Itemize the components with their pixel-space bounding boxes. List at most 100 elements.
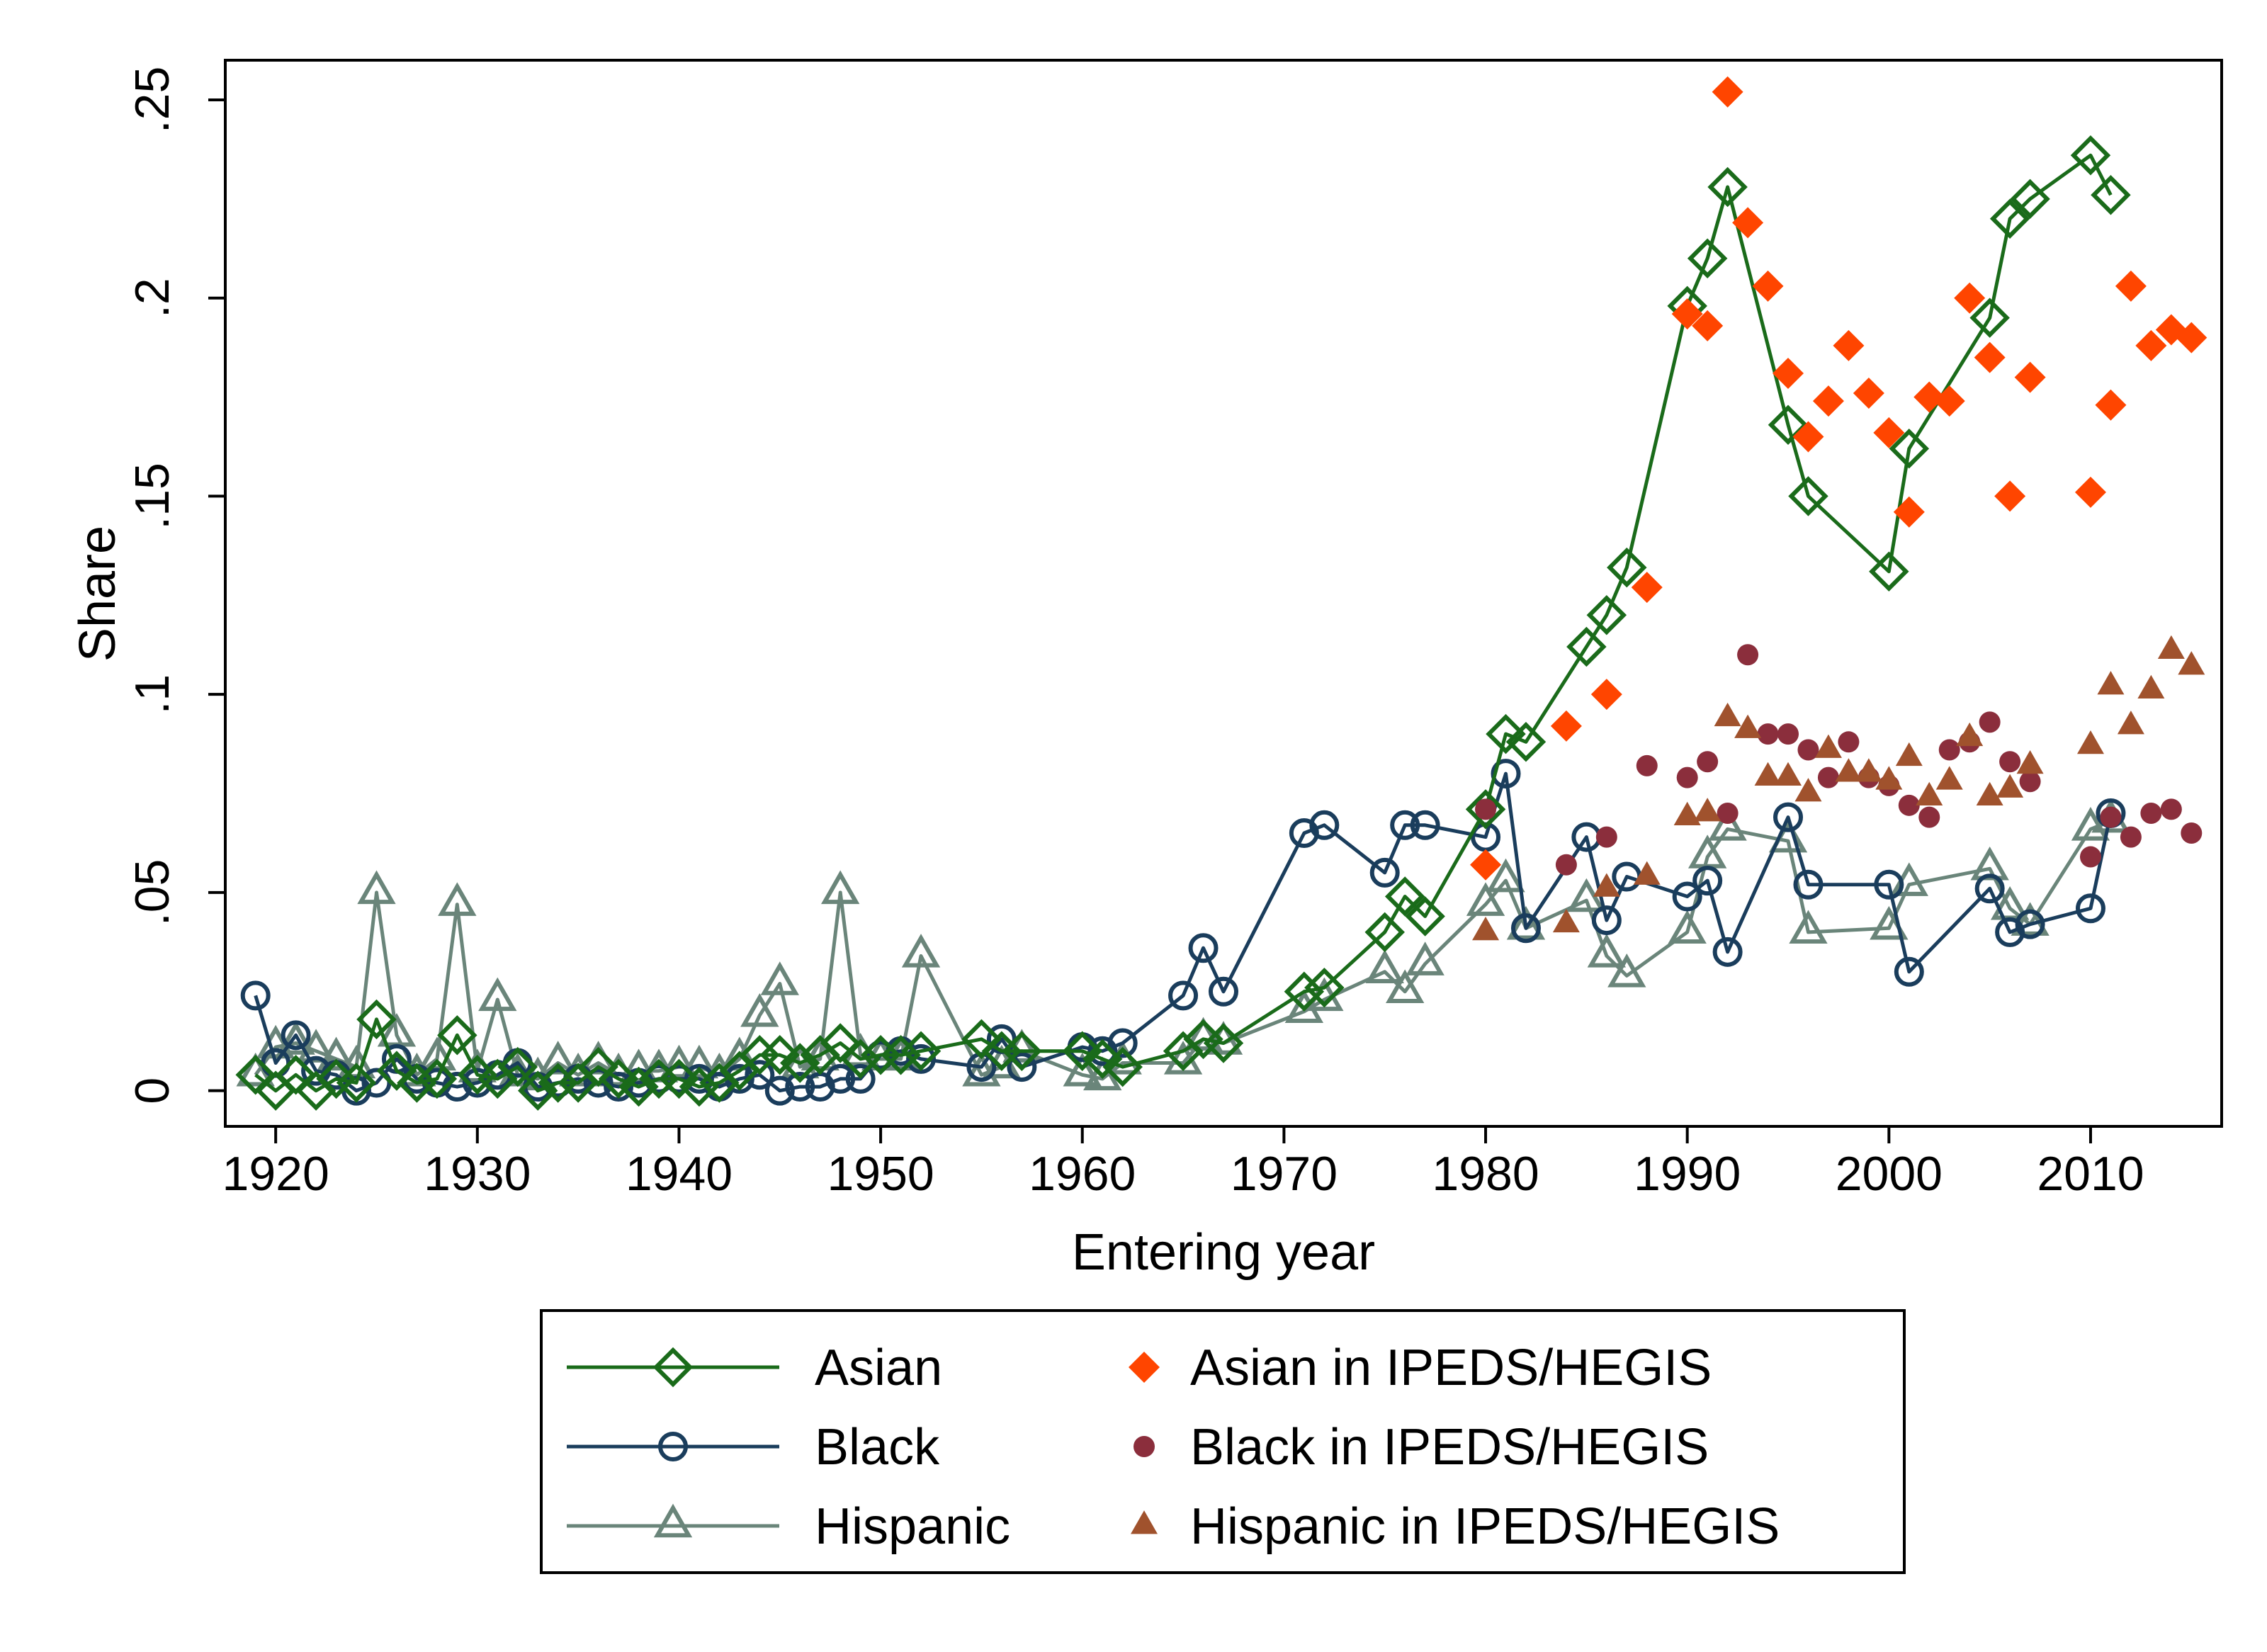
x-tick-label: 1920 [222, 1147, 329, 1201]
data-point [1979, 711, 2001, 733]
data-point [2016, 750, 2044, 774]
x-tick-label: 1960 [1029, 1147, 1136, 1201]
x-tick-label: 2000 [1836, 1147, 1943, 1201]
data-point [1954, 282, 1986, 314]
legend-key-marker [653, 1503, 693, 1538]
plot-frame [224, 59, 2223, 1128]
x-axis-title: Entering year [1072, 1224, 1375, 1281]
data-point [417, 1058, 458, 1099]
data-point [900, 1031, 942, 1071]
data-point [2117, 711, 2144, 735]
data-point [1933, 385, 1965, 417]
data-point [1777, 723, 1799, 745]
data-point [760, 961, 799, 995]
data-point [618, 1066, 659, 1107]
data-point [1506, 905, 1546, 940]
legend-label: Black in IPEDS/HEGIS [1190, 1419, 1709, 1476]
data-point [1466, 882, 1505, 916]
data-point [2074, 476, 2106, 508]
data-point [2079, 846, 2101, 868]
data-point [2014, 361, 2046, 393]
data-point [1889, 429, 1930, 469]
data-point [785, 1072, 815, 1102]
data-point [1555, 854, 1577, 876]
legend-key-marker [658, 1432, 688, 1461]
data-point [1566, 626, 1607, 667]
legend-key-marker [1134, 1436, 1155, 1457]
data-point [357, 870, 396, 905]
data-point [235, 1055, 276, 1095]
data-point [1734, 714, 1762, 738]
data-point [779, 1043, 820, 1083]
x-tick-label: 2010 [2037, 1147, 2144, 1201]
data-point [1472, 917, 1500, 941]
data-point [1712, 937, 1743, 967]
data-point [1486, 713, 1526, 754]
data-point [1793, 869, 1824, 900]
data-point [1364, 912, 1405, 953]
data-point [1184, 1017, 1223, 1051]
data-point [1817, 766, 1839, 788]
legend-item: Hispanic [567, 1498, 1010, 1555]
data-point [1309, 810, 1340, 840]
plot-layer [235, 76, 2207, 1111]
data-point [1835, 758, 1862, 782]
data-point [296, 1029, 336, 1063]
data-point [1714, 702, 1741, 727]
series-black-in-ipeds-hegis [1475, 644, 2203, 876]
data-point [1284, 971, 1325, 1012]
data-point [336, 1063, 377, 1103]
x-tick-label: 1930 [424, 1147, 531, 1201]
legend-label: Asian in IPEDS/HEGIS [1190, 1340, 1712, 1396]
data-point [1405, 896, 1445, 937]
data-point [1898, 794, 1920, 816]
data-point [1994, 480, 2026, 512]
data-point [1550, 710, 1582, 742]
data-point [1465, 789, 1506, 830]
data-point [1633, 861, 1661, 885]
data-point [1969, 298, 2010, 338]
data-point [1792, 421, 1824, 453]
data-point [1673, 801, 1701, 826]
data-point [1833, 329, 1865, 361]
data-point [1676, 766, 1698, 788]
y-tick-label: .05 [125, 859, 179, 927]
data-point [2091, 174, 2131, 215]
data-point [1607, 547, 1647, 588]
data-point [2178, 651, 2205, 675]
data-point [1789, 910, 1828, 944]
legend-item: Black [567, 1419, 940, 1476]
x-tick-label: 1970 [1231, 1147, 1338, 1201]
data-point [2011, 902, 2050, 936]
data-point [740, 992, 779, 1027]
data-point [2097, 671, 2125, 695]
data-point [1794, 778, 1822, 802]
data-point [2075, 893, 2105, 924]
data-point [2120, 826, 2142, 848]
data-point [1410, 810, 1440, 840]
data-point [840, 1039, 881, 1080]
data-point [1595, 826, 1617, 848]
y-tick-label: .1 [125, 674, 179, 715]
data-point [1853, 377, 1884, 409]
data-point [2100, 806, 2122, 828]
series-hispanic [236, 798, 2130, 1091]
data-point [1773, 357, 1804, 389]
x-tick-label: 1990 [1634, 1147, 1741, 1201]
data-point [240, 980, 271, 1011]
y-axis: 0 .05 .1 .15 .2 .25 [125, 67, 225, 1104]
x-axis: 1920 1930 1940 1950 1960 1970 1980 1990 2000 2010 [222, 1126, 2144, 1201]
data-point [1838, 731, 1860, 753]
x-tick-label: 1940 [626, 1147, 733, 1201]
data-point [1203, 1023, 1244, 1063]
data-point [1752, 270, 1784, 302]
data-point [276, 1055, 316, 1095]
data-point [2070, 135, 2111, 176]
data-point [881, 1035, 921, 1075]
series-line [254, 819, 2112, 1081]
data-point [1406, 941, 1445, 975]
data-point [1694, 798, 1722, 822]
data-point [1631, 572, 1663, 604]
data-point [1974, 873, 2005, 904]
